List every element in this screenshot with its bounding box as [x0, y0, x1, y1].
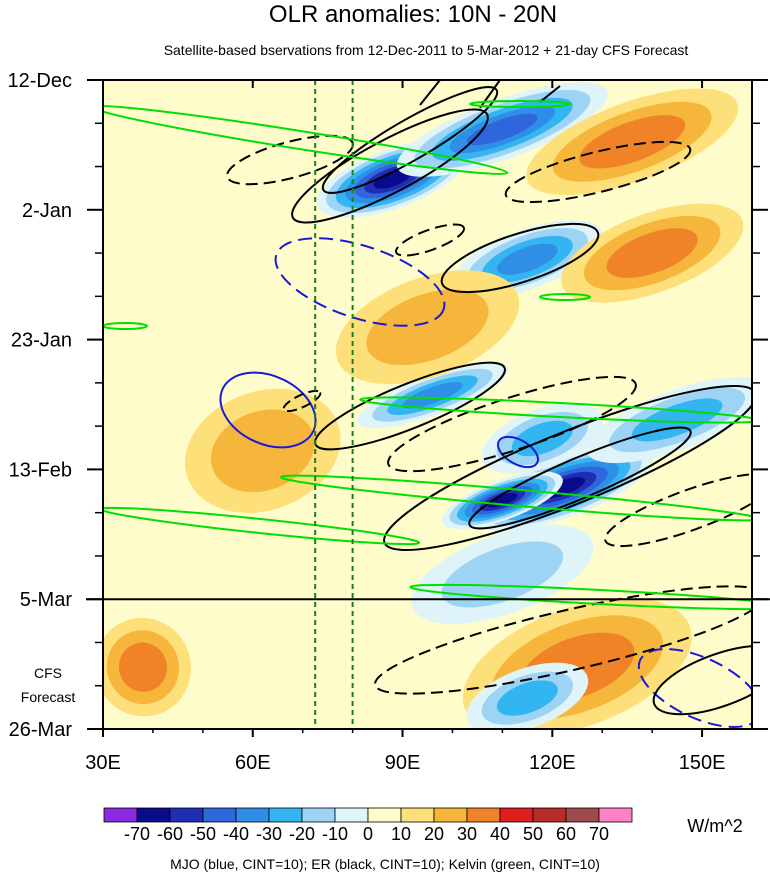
x-tick-label: 150E: [679, 752, 726, 774]
anomaly-blob: [402, 382, 463, 409]
er-contour: [321, 86, 499, 194]
er-contour: [419, 80, 561, 109]
mjo-contour: [274, 237, 446, 327]
wave-contours: [103, 80, 752, 728]
colorbar-swatch: [169, 807, 204, 823]
colorbar-swatch: [103, 807, 138, 823]
colorbar: -70 -60 -50 -40 -30 -20 -10 0 10 20 30 40 50 60 70: [103, 807, 633, 844]
plot-frame: [102, 79, 753, 730]
y-tick-label: 23-Jan: [11, 330, 72, 352]
x-tick-label: 30E: [85, 752, 121, 774]
er-contour: [387, 375, 637, 473]
colorbar-label: 40: [490, 824, 510, 844]
kelvin-contour: [103, 104, 509, 176]
forecast-label-line2: Forecast: [21, 689, 76, 705]
er-contour: [504, 140, 692, 204]
kelvin-contour: [539, 293, 591, 301]
colorbar-label: 70: [589, 824, 609, 844]
anomaly-blob: [497, 243, 558, 275]
colorbar-label: -30: [256, 824, 282, 844]
colorbar-swatch: [235, 807, 270, 823]
colorbar-label: 20: [424, 824, 444, 844]
colorbar-swatch: [466, 807, 501, 823]
colorbar-swatch: [433, 807, 468, 823]
colorbar-swatch: [565, 807, 600, 823]
colorbar-swatch: [400, 807, 435, 823]
colorbar-label: -20: [289, 824, 315, 844]
er-contour: [394, 223, 466, 257]
colorbar-label: 30: [457, 824, 477, 844]
colorbar-swatch: [268, 807, 303, 823]
er-contour: [440, 222, 600, 294]
er-contour: [652, 644, 752, 716]
colorbar-label: -60: [157, 824, 183, 844]
mjo-contour: [637, 648, 752, 728]
forecast-label-line1: CFS: [34, 665, 62, 681]
colorbar-swatch: [499, 807, 534, 823]
plot-area: [103, 80, 752, 729]
mjo-contour: [497, 435, 539, 469]
colorbar-swatch: [301, 807, 336, 823]
anomaly-blob: [606, 228, 698, 278]
kelvin-contour: [103, 506, 421, 546]
anomaly-blob: [467, 113, 538, 146]
colorbar-swatch: [334, 807, 369, 823]
y-tick-label: 26-Mar: [9, 719, 73, 741]
axis-ticks: 30E 60E 90E 120E 150E 12-Dec 2-Jan 23-Jan 13-Feb…: [8, 70, 768, 774]
x-tick-label: 60E: [235, 752, 271, 774]
kelvin-contour: [409, 583, 752, 611]
kelvin-contour: [279, 474, 752, 522]
er-contour: [604, 472, 752, 548]
chart-title: OLR anomalies: 10N - 20N: [269, 1, 557, 28]
y-tick-label: 13-Feb: [9, 459, 72, 481]
kelvin-contour: [469, 100, 571, 108]
colorbar-label: 0: [363, 824, 373, 844]
x-tick-label: 120E: [529, 752, 576, 774]
colorbar-label: 50: [523, 824, 543, 844]
er-contour: [374, 585, 752, 695]
y-tick-label: 12-Dec: [8, 70, 72, 92]
reference-lines: [314, 80, 354, 729]
colorbar-label: -10: [322, 824, 348, 844]
anomaly-blob: [373, 169, 412, 189]
colorbar-label: -40: [223, 824, 249, 844]
colorbar-label: 60: [556, 824, 576, 844]
x-tick-label: 90E: [385, 752, 421, 774]
anomaly-blob: [366, 289, 489, 366]
anomaly-blob: [496, 680, 558, 716]
anomaly-blob: [579, 115, 686, 169]
kelvin-contour: [359, 396, 752, 424]
er-contour: [282, 389, 322, 413]
colorbar-label: -50: [190, 824, 216, 844]
y-tick-label: 5-Mar: [20, 589, 73, 611]
anomaly-blob: [118, 642, 167, 692]
legend-footer: MJO (blue, CINT=10); ER (black, CINT=10)…: [170, 856, 600, 872]
colorbar-swatch: [532, 807, 567, 823]
anomaly-features: [103, 82, 752, 729]
chart-subtitle: Satellite-based bservations from 12-Dec-…: [164, 42, 689, 58]
colorbar-swatch: [367, 807, 402, 823]
colorbar-swatch: [136, 807, 171, 823]
anomaly-blob: [441, 541, 564, 608]
colorbar-label: 10: [391, 824, 411, 844]
colorbar-units: W/m^2: [687, 816, 742, 836]
kelvin-contour: [103, 322, 148, 330]
colorbar-label: -70: [124, 824, 150, 844]
mjo-contour: [219, 371, 317, 449]
colorbar-swatch: [598, 807, 633, 823]
colorbar-swatch: [202, 807, 237, 823]
y-tick-label: 2-Jan: [22, 200, 72, 222]
